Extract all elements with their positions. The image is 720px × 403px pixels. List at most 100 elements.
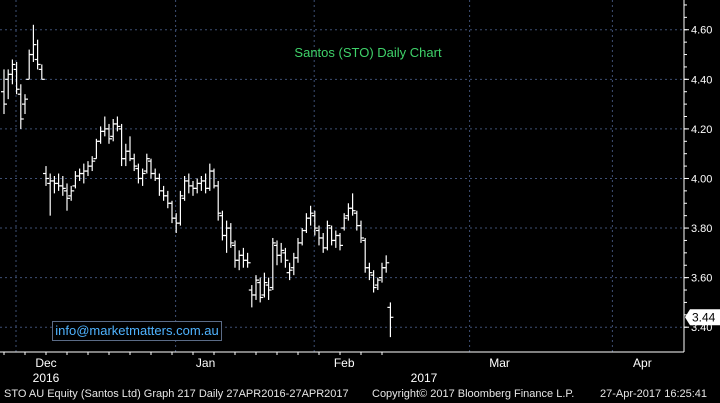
footer-bar: STO AU Equity (Santos Ltd) Graph 217 Dai… [0,385,720,403]
gridlines [0,0,684,352]
y-tick-label: 4.60 [691,25,712,37]
last-price-box [685,309,720,326]
ohlc-bar [13,61,20,95]
ohlc-bar [169,200,175,224]
ohlc-bar [55,173,62,191]
ohlc-bar [206,163,213,191]
ohlc-bar [332,230,339,248]
ohlc-bar [282,247,289,268]
ohlc-bar [194,178,201,194]
ohlc-bar [160,185,167,201]
ohlc-bar [366,262,373,281]
ohlc-bars [1,24,394,338]
ohlc-bar [215,180,222,221]
ohlc-bar [76,168,83,181]
ohlc-bar [38,64,45,80]
ohlc-bar [253,275,259,300]
ohlc-bar [152,168,159,181]
x-month-label: Mar [489,356,510,370]
ohlc-bar [286,262,293,281]
ohlc-bar [349,193,356,216]
ohlc-bar [278,242,285,263]
last-price-text: 3.44 [692,310,716,324]
ohlc-bar [341,213,348,231]
ohlc-bar [265,277,272,300]
last-price-label: 3.44 [685,309,720,326]
ohlc-bar [358,220,364,243]
ohlc-bar [22,94,28,115]
footer-copyright: Copyright© 2017 Bloomberg Finance L.P. [372,388,575,400]
ohlc-bar [303,213,310,234]
ohlc-bar [337,233,343,251]
ohlc-bar [181,176,188,201]
ohlc-bar [139,168,146,186]
ohlc-bar [383,255,390,273]
ohlc-bar [156,173,163,196]
ohlc-bar [274,240,280,266]
ohlc-bar [97,126,104,144]
ohlc-bar [68,185,75,201]
ohlc-bar [72,171,79,189]
x-month-label: Feb [334,356,355,370]
ohlc-bar [236,250,243,271]
ohlc-bar [17,84,24,129]
ohlc-bar [244,252,251,268]
ohlc-bar [353,210,360,231]
ohlc-bar [80,163,87,184]
ohlc-bar [248,285,255,308]
x-month-label: Apr [633,356,652,370]
x-year-label: 2017 [411,371,438,385]
ohlc-bar [227,223,234,248]
ohlc-bar [131,153,138,172]
ohlc-bar [320,233,327,253]
ohlc-bar [85,161,91,176]
y-tick-label: 3.60 [691,273,712,285]
ohlc-bar [118,123,125,167]
ohlc-bar [177,190,184,226]
ohlc-bar [164,190,171,209]
y-tick-label: 4.20 [691,124,712,136]
ohlc-bar [328,225,335,246]
ohlc-bar [387,302,394,338]
ohlc-bar [106,123,112,144]
footer-timestamp: 27-Apr-2017 16:25:41 [600,388,708,400]
ohlc-bar [101,116,108,137]
ohlc-bar [370,270,377,293]
ohlc-bar [43,166,49,186]
ohlc-bar [127,136,133,162]
ohlc-bar [185,173,192,194]
footer-security-info: STO AU Equity (Santos Ltd) Graph 217 Dai… [4,388,349,400]
x-month-label: Dec [35,356,56,370]
ohlc-bar [89,156,96,172]
ohlc-bar [110,118,117,142]
ohlc-bar [257,277,264,303]
ohlc-bar [9,59,16,85]
ohlc-bar [311,210,318,236]
ohlc-bar [34,39,41,70]
ohlc-bar [307,205,314,226]
ohlc-bar [232,240,238,268]
x-month-label: Jan [196,356,215,370]
ohlc-bar [295,237,301,263]
ohlc-bar [261,272,268,298]
watermark-email: info@marketmatters.com.au [52,321,222,341]
ohlc-bar [240,247,247,268]
ohlc-bar [64,183,70,211]
ohlc-bar [223,220,230,253]
ohlc-bar [1,69,7,115]
chart-title: Santos (STO) Daily Chart [294,45,442,60]
y-tick-label: 4.00 [691,173,712,185]
y-tick-label: 3.80 [691,223,712,235]
ohlc-bar [198,176,205,191]
ohlc-bar [47,173,54,216]
ohlc-bar [290,252,297,276]
ohlc-bar [143,153,150,174]
ohlc-bar [59,176,66,196]
ohlc-bar [324,220,331,251]
ohlc-bar [114,116,121,132]
ohlc-bar [269,237,276,291]
ohlc-bar [374,277,381,291]
